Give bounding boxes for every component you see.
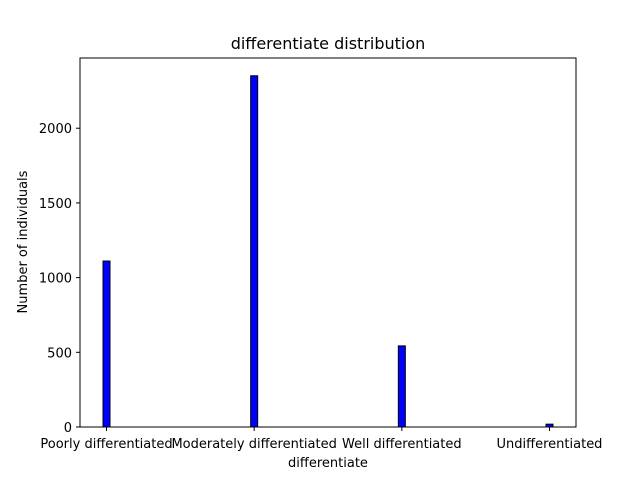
bar [102,260,111,428]
y-tick-label: 1000 [39,272,72,287]
x-tick-label: Well differentiated [342,437,462,452]
x-axis-label: differentiate [288,456,368,471]
y-tick-label: 0 [64,421,72,436]
bar [250,75,259,428]
y-axis-label: Number of individuals [16,170,31,313]
x-tick-label: Moderately differentiated [171,437,336,452]
bar [397,345,406,428]
y-tick-label: 2000 [39,122,72,137]
y-tick-label: 1500 [39,197,72,212]
y-axis-ticks: 0 500 1000 1500 2000 [39,122,80,436]
plot-frame [79,57,577,428]
plot-area [80,58,576,427]
y-tick-label: 500 [47,346,72,361]
x-tick-label: Poorly differentiated [40,437,172,452]
x-tick-label: Undifferentiated [497,437,603,452]
chart-title: differentiate distribution [231,34,426,53]
